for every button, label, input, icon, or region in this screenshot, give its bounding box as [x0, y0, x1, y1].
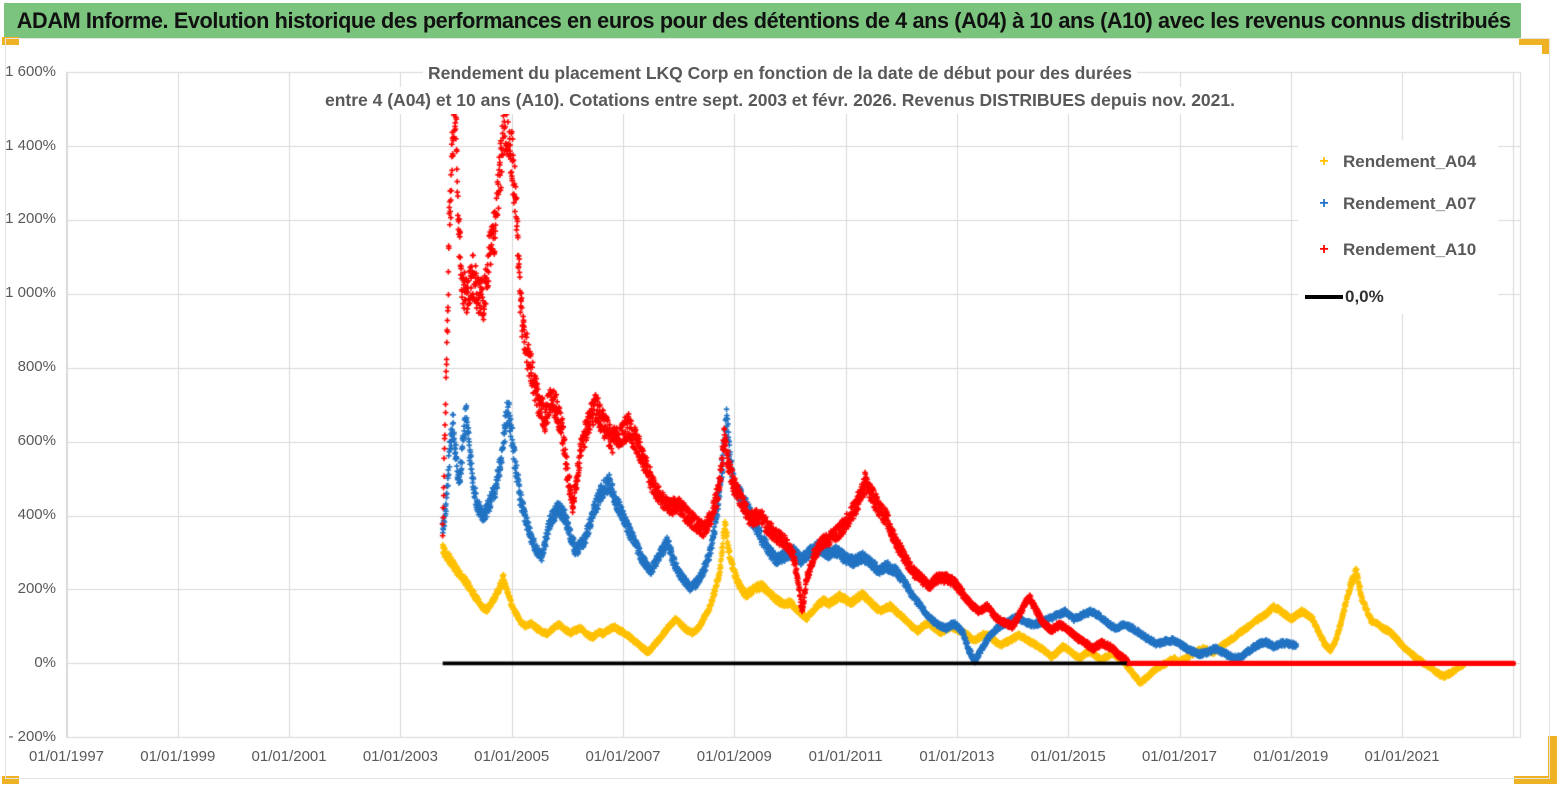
x-tick-label: 01/01/1999 — [140, 748, 216, 765]
plus-marker-icon: + — [1319, 153, 1329, 170]
legend-label-a10: Rendement_A10 — [1343, 240, 1477, 259]
chart-title-line2: entre 4 (A04) et 10 ans (A10). Cotations… — [319, 87, 1240, 114]
legend-item-baseline[interactable]: 0,0% — [1298, 284, 1498, 310]
x-tick-label: 01/01/2021 — [1364, 748, 1440, 765]
y-tick-label: 800% — [17, 358, 56, 376]
legend-item-a07[interactable]: + Rendement_A07 — [1298, 191, 1498, 217]
x-tick-label: 01/01/2001 — [251, 748, 327, 765]
x-tick-label: 01/01/2003 — [362, 748, 438, 765]
legend-label-baseline: 0,0% — [1345, 287, 1384, 306]
x-tick-label: 01/01/1997 — [28, 748, 105, 765]
legend-item-a10[interactable]: + Rendement_A10 — [1298, 237, 1498, 263]
y-tick-label: - 200% — [8, 727, 56, 745]
x-tick-label: 01/01/2017 — [1141, 748, 1218, 765]
x-tick-label: 01/01/2007 — [585, 748, 661, 765]
x-tick-label: 01/01/2009 — [696, 748, 772, 765]
x-tick-label: 01/01/2019 — [1253, 748, 1329, 765]
x-tick-label: 01/01/2013 — [919, 748, 995, 765]
legend-label-a07: Rendement_A07 — [1343, 194, 1477, 213]
chart-title-line1: Rendement du placement LKQ Corp en fonct… — [423, 60, 1137, 87]
chart-title: Rendement du placement LKQ Corp en fonct… — [40, 60, 1520, 114]
plus-marker-icon: + — [1319, 195, 1329, 212]
x-tick-label: 01/01/2015 — [1030, 748, 1106, 765]
y-tick-label: 1 600% — [5, 62, 56, 80]
legend-item-a04[interactable]: + Rendement_A04 — [1298, 149, 1498, 175]
y-tick-label: 200% — [17, 579, 56, 597]
chart-legend: + Rendement_A04 + Rendement_A07 + Rendem… — [1298, 140, 1498, 314]
plus-marker-icon: + — [1319, 241, 1329, 258]
baseline-swatch — [1305, 295, 1343, 299]
y-tick-label: 1 400% — [5, 136, 56, 154]
legend-label-a04: Rendement_A04 — [1343, 152, 1477, 171]
x-tick-label: 01/01/2011 — [808, 748, 883, 765]
x-tick-label: 01/01/2005 — [474, 748, 550, 765]
y-tick-label: 1 200% — [5, 210, 56, 228]
y-tick-label: 600% — [17, 432, 56, 450]
y-tick-label: 400% — [17, 506, 56, 524]
y-tick-label: 1 000% — [5, 284, 56, 302]
y-tick-label: 0% — [34, 653, 56, 671]
